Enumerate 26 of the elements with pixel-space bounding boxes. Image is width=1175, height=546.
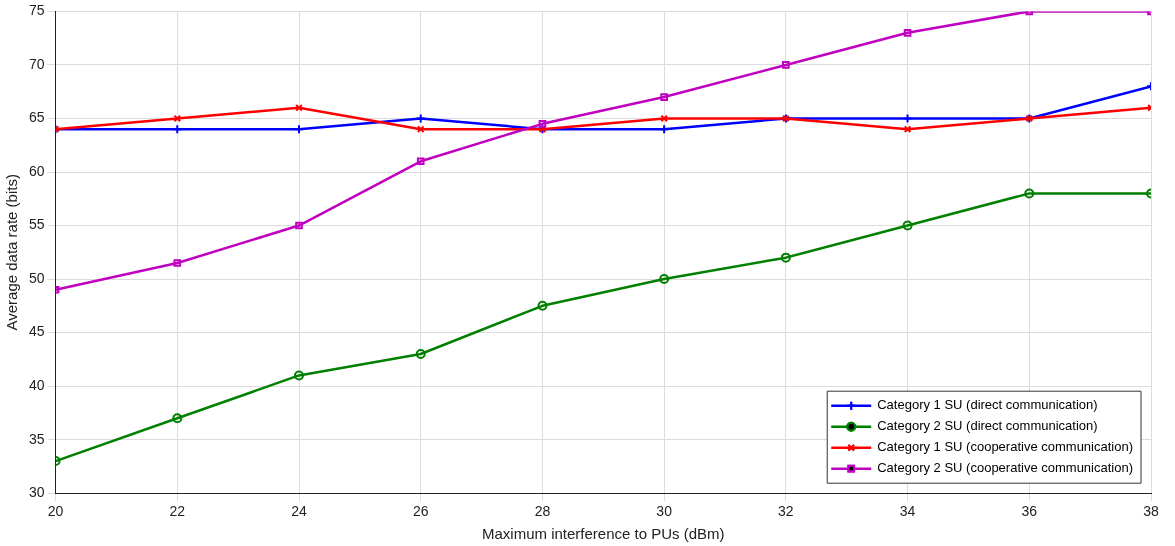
x-axis-title: Maximum interference to PUs (dBm) [482,525,725,543]
y-tick-label: 70 [28,55,45,72]
y-axis-title: Average data rate (bits) [3,174,21,331]
x-tick-label: 38 [1143,503,1159,520]
y-tick-label: 35 [28,430,45,447]
x-tick-label: 34 [899,503,916,520]
x-tick-label: 30 [656,503,673,520]
x-tick-label: 22 [169,503,186,520]
x-tick-label: 24 [291,503,307,520]
x-tick-label: 26 [412,503,429,520]
x-tick-label: 20 [47,503,64,520]
y-tick-label: 55 [28,216,45,233]
legend-label: Category 1 SU (direct communication) [877,397,1098,413]
legend-label: Category 2 SU (direct communication) [877,418,1098,434]
y-tick-label: 75 [28,2,45,19]
y-tick-label: 60 [28,162,45,179]
x-tick-label: 36 [1021,503,1038,520]
y-tick-label: 45 [28,323,45,340]
legend-label: Category 1 SU (cooperative communication) [877,439,1133,455]
y-tick-label: 65 [28,109,45,126]
legend-label: Category 2 SU (cooperative communication) [877,460,1133,476]
y-tick-label: 50 [28,269,45,286]
y-tick-label: 40 [28,376,45,393]
y-tick-label: 30 [28,484,45,501]
x-tick-label: 32 [778,503,794,520]
x-tick-label: 28 [534,503,551,520]
